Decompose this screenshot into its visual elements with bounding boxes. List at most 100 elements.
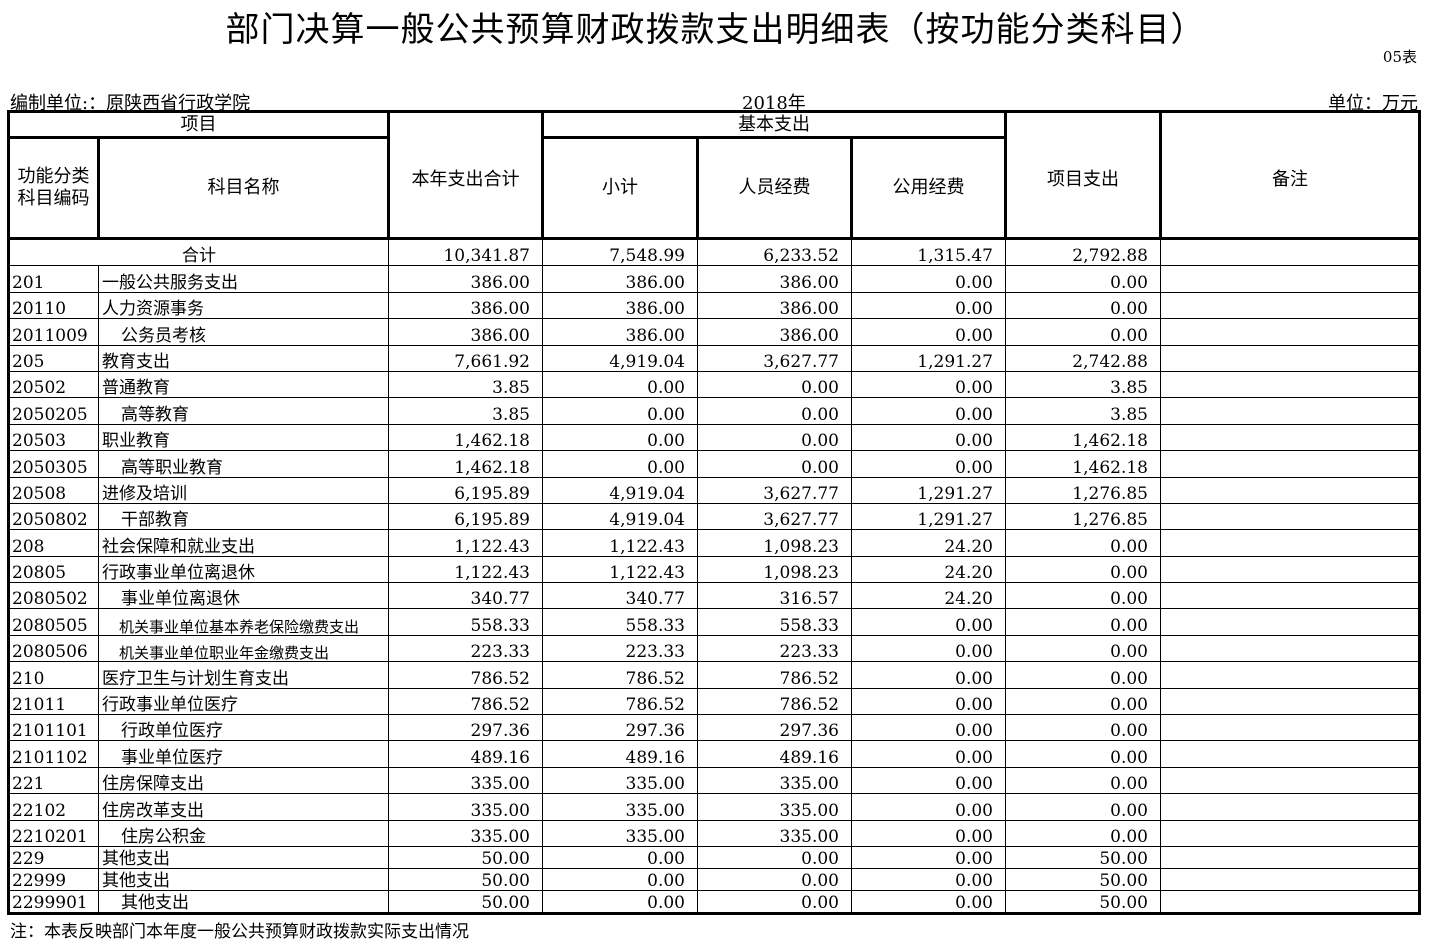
remark-cell <box>1160 793 1420 821</box>
table-row: 221 住房保障支出 335.00 335.00 335.00 0.00 0.00 <box>8 766 1420 795</box>
total-cell: 340.77 <box>388 582 543 610</box>
header-remark: 备注 <box>1159 110 1421 240</box>
personnel-cell: 223.33 <box>697 634 852 663</box>
public-cell: 0.00 <box>851 714 1006 742</box>
public-cell: 1,315.47 <box>851 237 1006 267</box>
remark-cell <box>1160 397 1420 425</box>
code-cell: 2050205 <box>8 397 99 425</box>
personnel-cell: 558.33 <box>697 608 852 636</box>
project-cell: 0.00 <box>1005 714 1161 742</box>
table-row: 2080505 机关事业单位基本养老保险缴费支出 558.33 558.33 558.3… <box>8 608 1420 636</box>
name-cell: 住房改革支出 <box>98 793 389 821</box>
project-cell: 0.00 <box>1005 582 1161 610</box>
personnel-cell: 335.00 <box>697 766 852 795</box>
personnel-cell: 1,098.23 <box>697 529 852 557</box>
code-cell: 22999 <box>8 867 99 891</box>
table-row: 2101102 事业单位医疗 489.16 489.16 489.16 0.00 0.00 <box>8 740 1420 768</box>
project-cell: 2,792.88 <box>1005 237 1161 267</box>
name-cell: 干部教育 <box>98 502 389 531</box>
public-cell: 0.00 <box>851 318 1006 346</box>
subtotal-cell: 558.33 <box>542 608 698 636</box>
subtotal-cell: 0.00 <box>542 889 698 914</box>
name-cell: 事业单位医疗 <box>98 740 389 768</box>
personnel-cell: 0.00 <box>697 889 852 914</box>
header-total: 本年支出合计 <box>387 110 544 240</box>
name-cell: 其他支出 <box>98 845 389 869</box>
total-cell: 50.00 <box>388 867 543 891</box>
remark-cell <box>1160 608 1420 636</box>
header-item: 项目 <box>7 110 390 139</box>
subtotal-cell: 0.00 <box>542 845 698 869</box>
code-cell: 2080502 <box>8 582 99 610</box>
public-cell: 0.00 <box>851 819 1006 847</box>
total-cell: 223.33 <box>388 634 543 663</box>
project-cell: 0.00 <box>1005 766 1161 795</box>
code-cell: 205 <box>8 344 99 372</box>
project-cell: 0.00 <box>1005 291 1161 320</box>
code-cell: 20502 <box>8 370 99 399</box>
remark-cell <box>1160 845 1420 869</box>
remark-cell <box>1160 291 1420 320</box>
personnel-cell: 489.16 <box>697 740 852 768</box>
public-cell: 0.00 <box>851 608 1006 636</box>
personnel-cell: 335.00 <box>697 819 852 847</box>
name-cell: 事业单位离退休 <box>98 582 389 610</box>
project-cell: 0.00 <box>1005 555 1161 584</box>
code-cell: 2050802 <box>8 502 99 531</box>
name-cell: 行政事业单位医疗 <box>98 687 389 716</box>
table-row: 22102 住房改革支出 335.00 335.00 335.00 0.00 0.00 <box>8 793 1420 821</box>
remark-cell <box>1160 714 1420 742</box>
public-cell: 24.20 <box>851 529 1006 557</box>
public-cell: 0.00 <box>851 766 1006 795</box>
public-cell: 0.00 <box>851 793 1006 821</box>
subtotal-cell: 386.00 <box>542 291 698 320</box>
code-cell: 20503 <box>8 423 99 452</box>
public-cell: 1,291.27 <box>851 502 1006 531</box>
project-cell: 50.00 <box>1005 889 1161 914</box>
table-row: 2101101 行政单位医疗 297.36 297.36 297.36 0.00 0.00 <box>8 714 1420 742</box>
subtotal-cell: 4,919.04 <box>542 344 698 372</box>
remark-cell <box>1160 318 1420 346</box>
personnel-cell: 297.36 <box>697 714 852 742</box>
subtotal-cell: 386.00 <box>542 265 698 293</box>
expenditure-table: 项目 本年支出合计 基本支出 项目支出 备注 功能分类科目编码 科目名称 小计 … <box>7 110 1421 915</box>
code-cell: 2210201 <box>8 819 99 847</box>
code-cell: 208 <box>8 529 99 557</box>
personnel-cell: 786.52 <box>697 687 852 716</box>
project-cell: 50.00 <box>1005 845 1161 869</box>
total-cell: 3.85 <box>388 397 543 425</box>
code-cell: 21011 <box>8 687 99 716</box>
personnel-cell: 0.00 <box>697 450 852 478</box>
total-label: 合计 <box>8 237 389 267</box>
public-cell: 24.20 <box>851 582 1006 610</box>
subtotal-cell: 786.52 <box>542 661 698 689</box>
code-cell: 221 <box>8 766 99 795</box>
total-cell: 1,122.43 <box>388 555 543 584</box>
public-cell: 0.00 <box>851 889 1006 914</box>
project-cell: 0.00 <box>1005 608 1161 636</box>
name-cell: 住房保障支出 <box>98 766 389 795</box>
remark-cell <box>1160 555 1420 584</box>
personnel-cell: 0.00 <box>697 370 852 399</box>
remark-cell <box>1160 476 1420 504</box>
header-basic: 基本支出 <box>541 110 1007 139</box>
project-cell: 1,462.18 <box>1005 423 1161 452</box>
remark-cell <box>1160 423 1420 452</box>
public-cell: 0.00 <box>851 397 1006 425</box>
personnel-cell: 386.00 <box>697 318 852 346</box>
table-row: 20502 普通教育 3.85 0.00 0.00 0.00 3.85 <box>8 370 1420 399</box>
total-cell: 335.00 <box>388 819 543 847</box>
total-cell: 50.00 <box>388 845 543 869</box>
total-cell: 335.00 <box>388 766 543 795</box>
table-row: 229 其他支出 50.00 0.00 0.00 0.00 50.00 <box>8 845 1420 869</box>
public-cell: 1,291.27 <box>851 344 1006 372</box>
name-cell: 人力资源事务 <box>98 291 389 320</box>
header-personnel: 人员经费 <box>696 136 853 240</box>
table-row: 2050205 高等教育 3.85 0.00 0.00 0.00 3.85 <box>8 397 1420 425</box>
code-cell: 2080505 <box>8 608 99 636</box>
total-cell: 1,462.18 <box>388 423 543 452</box>
project-cell: 0.00 <box>1005 687 1161 716</box>
page-title: 部门决算一般公共预算财政拨款支出明细表（按功能分类科目） <box>225 10 1206 50</box>
table-row: 20805 行政事业单位离退休 1,122.43 1,122.43 1,098.23 24… <box>8 555 1420 584</box>
table-row: 2299901 其他支出 50.00 0.00 0.00 0.00 50.00 <box>8 889 1420 914</box>
